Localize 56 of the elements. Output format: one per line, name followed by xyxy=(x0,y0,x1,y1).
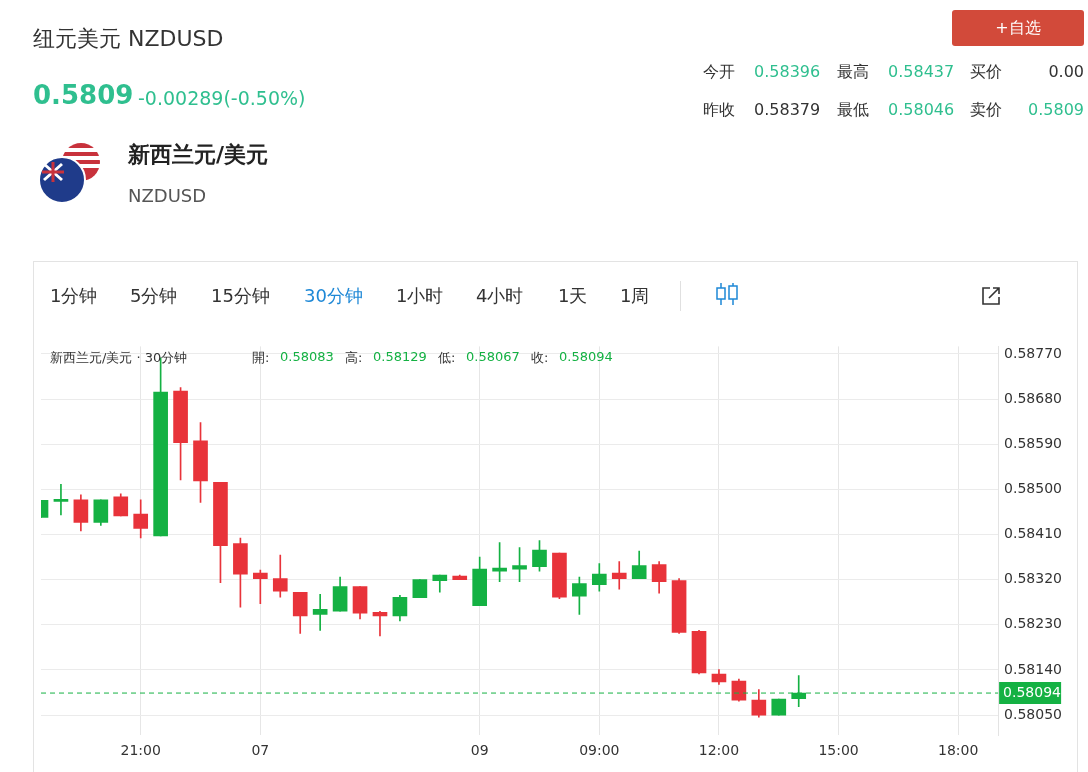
x-tick-label: 21:00 xyxy=(120,742,161,759)
y-tick-label: 0.58590 xyxy=(1004,434,1063,451)
text: 昨收 xyxy=(703,100,735,121)
y-tick-label: 0.58680 xyxy=(1004,389,1063,406)
text: NZDUSD xyxy=(128,185,207,206)
y-tick-label: 0.58770 xyxy=(1004,344,1063,361)
x-tick-label: 18:00 xyxy=(938,742,979,759)
y-tick-label: 0.58320 xyxy=(1004,570,1063,587)
y-tick-label: 0.58500 xyxy=(1004,480,1063,497)
text: 30分钟 xyxy=(304,284,363,308)
candlestick xyxy=(312,593,328,631)
text: 1周 xyxy=(620,284,650,308)
annotation: 低: xyxy=(438,349,456,367)
y-tick-label: 0.58230 xyxy=(1004,615,1063,632)
annotation: 0.58067 xyxy=(466,349,520,364)
text: 0.58396 xyxy=(754,62,821,81)
text: 今开 xyxy=(703,62,735,83)
candlestick xyxy=(53,484,69,516)
x-tick-label: 15:00 xyxy=(818,742,859,759)
annotation: 0.58094 xyxy=(559,349,613,364)
x-tick-label: 09:00 xyxy=(579,742,620,759)
annotation: 新西兰元/美元 · 30分钟 xyxy=(50,349,188,367)
x-tick-label: 12:00 xyxy=(698,742,740,759)
text: +自选 xyxy=(952,10,1084,46)
annotation: 0.58129 xyxy=(373,349,427,364)
text: 1分钟 xyxy=(50,284,98,308)
text: 0.5809 xyxy=(33,80,134,110)
text: 0.5809 xyxy=(1028,100,1084,119)
text: 0.00 xyxy=(1048,62,1084,81)
candlestick xyxy=(611,561,627,590)
x-tick-label: 07 xyxy=(251,742,270,759)
annotation: 收: xyxy=(531,349,549,367)
text: 最高 xyxy=(837,62,869,83)
annotation: 開: xyxy=(252,349,270,367)
text: 卖价 xyxy=(970,100,1002,121)
text: 1天 xyxy=(558,284,588,308)
ref-line-label: 0.58094 xyxy=(1003,683,1062,700)
annotation: 0.58083 xyxy=(280,349,334,364)
text: -0.00289(-0.50%) xyxy=(138,87,306,109)
text: 最低 xyxy=(837,100,869,121)
chart-title: 纽元美元 NZDUSD xyxy=(33,25,224,53)
annotation: 高: xyxy=(345,349,363,367)
text: 0.58437 xyxy=(888,62,955,81)
text: 5分钟 xyxy=(130,284,178,308)
text: 15分钟 xyxy=(211,284,270,308)
text: 买价 xyxy=(970,62,1002,83)
text: 1小时 xyxy=(396,284,444,308)
y-tick-label: 0.58140 xyxy=(1004,660,1063,677)
text: 新西兰元/美元 xyxy=(128,141,269,169)
text: 0.58046 xyxy=(888,100,955,119)
candlestick xyxy=(372,610,388,637)
y-tick-label: 0.58050 xyxy=(1004,705,1063,722)
y-tick-label: 0.58410 xyxy=(1004,525,1063,542)
x-tick-label: 09 xyxy=(470,742,489,759)
text: 4小时 xyxy=(476,284,524,308)
text: 0.58379 xyxy=(754,100,821,119)
